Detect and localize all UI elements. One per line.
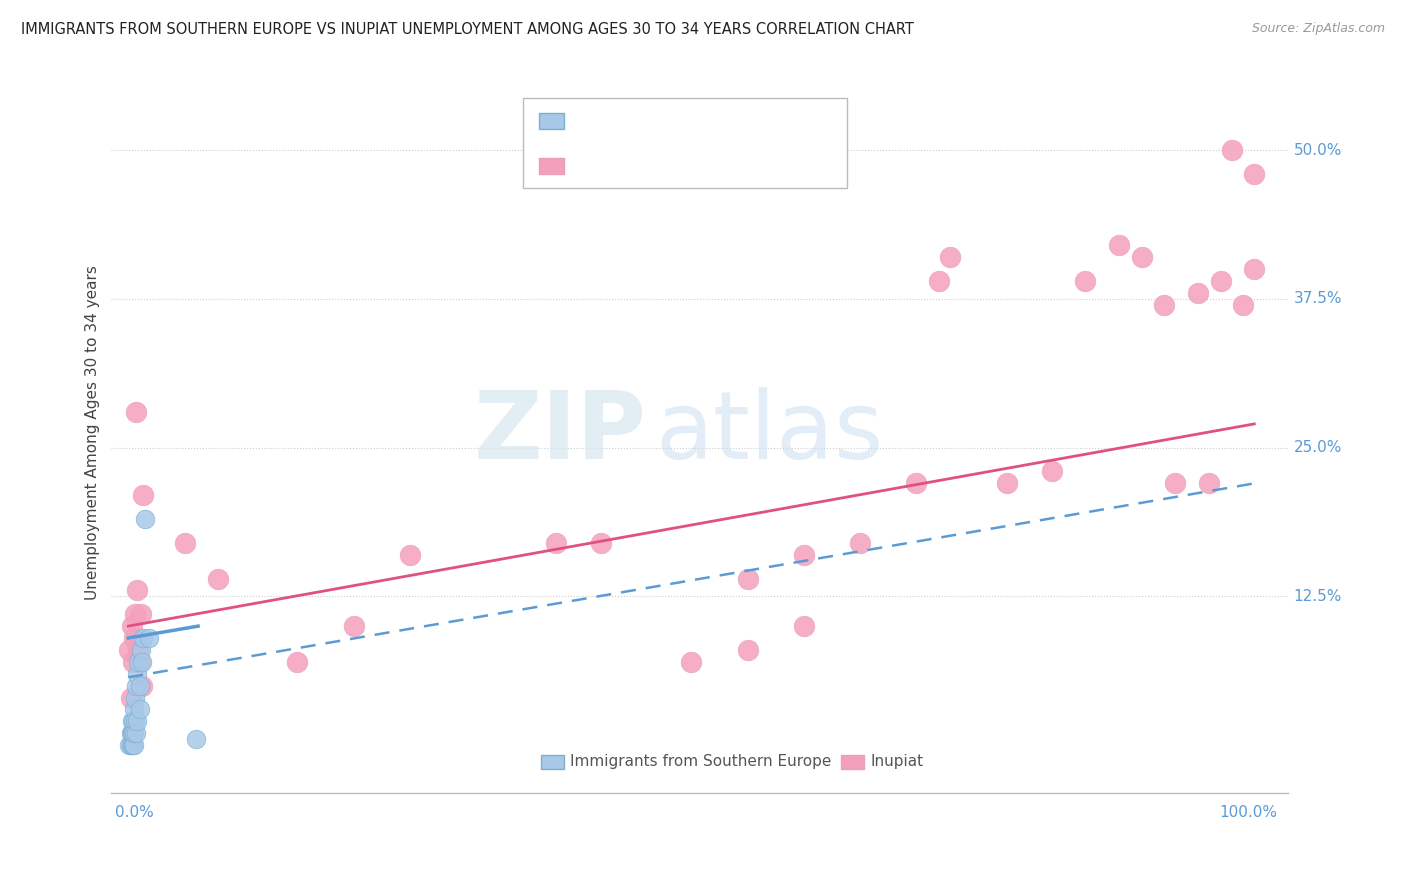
- Text: R = 0.177: R = 0.177: [576, 113, 659, 128]
- Point: [122, 726, 145, 740]
- Point: [125, 726, 148, 740]
- Point: [121, 726, 143, 740]
- Text: atlas: atlas: [655, 387, 883, 479]
- Point: [793, 548, 815, 562]
- Point: [1153, 298, 1175, 312]
- Point: [129, 607, 152, 622]
- Point: [793, 619, 815, 633]
- Point: [120, 726, 142, 740]
- Point: [128, 679, 150, 693]
- Point: [118, 643, 141, 657]
- Point: [121, 619, 143, 633]
- Point: [173, 536, 195, 550]
- Text: 12.5%: 12.5%: [1294, 589, 1343, 604]
- Point: [1220, 143, 1243, 157]
- Text: R = 0.541: R = 0.541: [576, 158, 659, 173]
- Point: [132, 488, 155, 502]
- Point: [124, 690, 146, 705]
- Point: [124, 607, 146, 622]
- Point: [121, 738, 143, 752]
- Text: IMMIGRANTS FROM SOUTHERN EUROPE VS INUPIAT UNEMPLOYMENT AMONG AGES 30 TO 34 YEAR: IMMIGRANTS FROM SOUTHERN EUROPE VS INUPI…: [21, 22, 914, 37]
- Point: [121, 726, 143, 740]
- Point: [138, 631, 160, 645]
- Point: [285, 655, 308, 669]
- Point: [122, 702, 145, 716]
- Point: [939, 251, 962, 265]
- Point: [131, 679, 153, 693]
- Point: [1040, 465, 1063, 479]
- Point: [1209, 274, 1232, 288]
- Y-axis label: Unemployment Among Ages 30 to 34 years: Unemployment Among Ages 30 to 34 years: [86, 266, 100, 600]
- Point: [546, 536, 568, 550]
- Point: [127, 643, 149, 657]
- Text: 100.0%: 100.0%: [1219, 805, 1277, 820]
- Text: N = 43: N = 43: [682, 158, 740, 173]
- Point: [125, 405, 148, 419]
- Point: [128, 702, 150, 716]
- Point: [129, 643, 152, 657]
- Point: [207, 572, 229, 586]
- Point: [127, 666, 149, 681]
- Point: [128, 655, 150, 669]
- Text: 50.0%: 50.0%: [1294, 143, 1343, 158]
- Point: [125, 679, 148, 693]
- Text: 0.0%: 0.0%: [115, 805, 153, 820]
- Point: [184, 732, 207, 747]
- Bar: [538, 113, 564, 129]
- Point: [118, 738, 141, 752]
- Point: [905, 476, 928, 491]
- Point: [1130, 251, 1153, 265]
- Point: [1074, 274, 1097, 288]
- Point: [127, 655, 149, 669]
- Point: [1198, 476, 1220, 491]
- Point: [398, 548, 420, 562]
- Point: [1187, 286, 1209, 301]
- Point: [120, 690, 142, 705]
- Point: [737, 643, 759, 657]
- Point: [928, 274, 950, 288]
- Text: Immigrants from Southern Europe: Immigrants from Southern Europe: [571, 755, 832, 769]
- Point: [737, 572, 759, 586]
- Point: [124, 714, 146, 729]
- Point: [995, 476, 1018, 491]
- Text: 25.0%: 25.0%: [1294, 440, 1343, 455]
- Point: [1243, 167, 1265, 181]
- Point: [134, 512, 156, 526]
- Point: [131, 655, 153, 669]
- Point: [120, 738, 142, 752]
- Text: ZIP: ZIP: [474, 387, 647, 479]
- Point: [121, 738, 143, 752]
- FancyBboxPatch shape: [523, 98, 846, 188]
- Point: [591, 536, 613, 550]
- Point: [1232, 298, 1254, 312]
- Text: N = 27: N = 27: [682, 113, 740, 128]
- Point: [681, 655, 703, 669]
- Point: [849, 536, 872, 550]
- Point: [127, 583, 149, 598]
- Point: [122, 738, 145, 752]
- Point: [342, 619, 364, 633]
- Point: [121, 714, 143, 729]
- Point: [121, 655, 143, 669]
- Bar: [541, 755, 564, 769]
- Point: [1108, 238, 1130, 252]
- Bar: [538, 158, 564, 174]
- Bar: [841, 755, 865, 769]
- Text: 37.5%: 37.5%: [1294, 292, 1343, 307]
- Point: [1243, 262, 1265, 277]
- Point: [121, 714, 143, 729]
- Point: [1164, 476, 1187, 491]
- Point: [127, 714, 149, 729]
- Text: Inupiat: Inupiat: [870, 755, 924, 769]
- Point: [132, 631, 155, 645]
- Point: [122, 631, 145, 645]
- Text: Source: ZipAtlas.com: Source: ZipAtlas.com: [1251, 22, 1385, 36]
